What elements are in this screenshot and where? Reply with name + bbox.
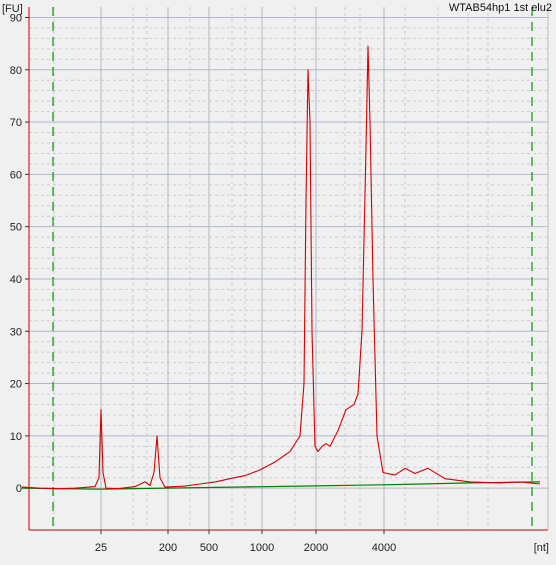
sample-trace-line [21, 45, 541, 490]
y-tick-label: 90 [10, 12, 22, 24]
y-tick-label: 70 [10, 117, 22, 129]
label-layer: [FU] WTAB54hp1 1st elu2 [nt] 0 10 20 30 40 50… [2, 2, 552, 554]
y-tick-label: 0 [16, 483, 22, 495]
y-axis-unit-label: [FU] [2, 3, 23, 15]
x-tick-label: 500 [200, 542, 218, 554]
y-tick-label: 40 [10, 274, 22, 286]
y-tick-label: 10 [10, 431, 22, 443]
y-tick-label: 60 [10, 169, 22, 181]
x-tick-label: 25 [95, 542, 107, 554]
x-axis-unit-label: [nt] [534, 542, 549, 554]
y-tick-label: 80 [10, 65, 22, 77]
series-layer [21, 7, 541, 530]
x-tick-label: 1000 [250, 542, 274, 554]
x-tick-label: 4000 [372, 542, 396, 554]
y-tick-label: 30 [10, 326, 22, 338]
x-tick-label: 200 [159, 542, 177, 554]
x-tick-label: 2000 [304, 542, 328, 554]
y-tick-label: 50 [10, 222, 22, 234]
chart-title: WTAB54hp1 1st elu2 [449, 2, 552, 14]
baseline-trace-line [21, 481, 541, 490]
y-tick-label: 20 [10, 379, 22, 391]
grid-layer [29, 7, 548, 530]
frame-layer [25, 7, 549, 534]
